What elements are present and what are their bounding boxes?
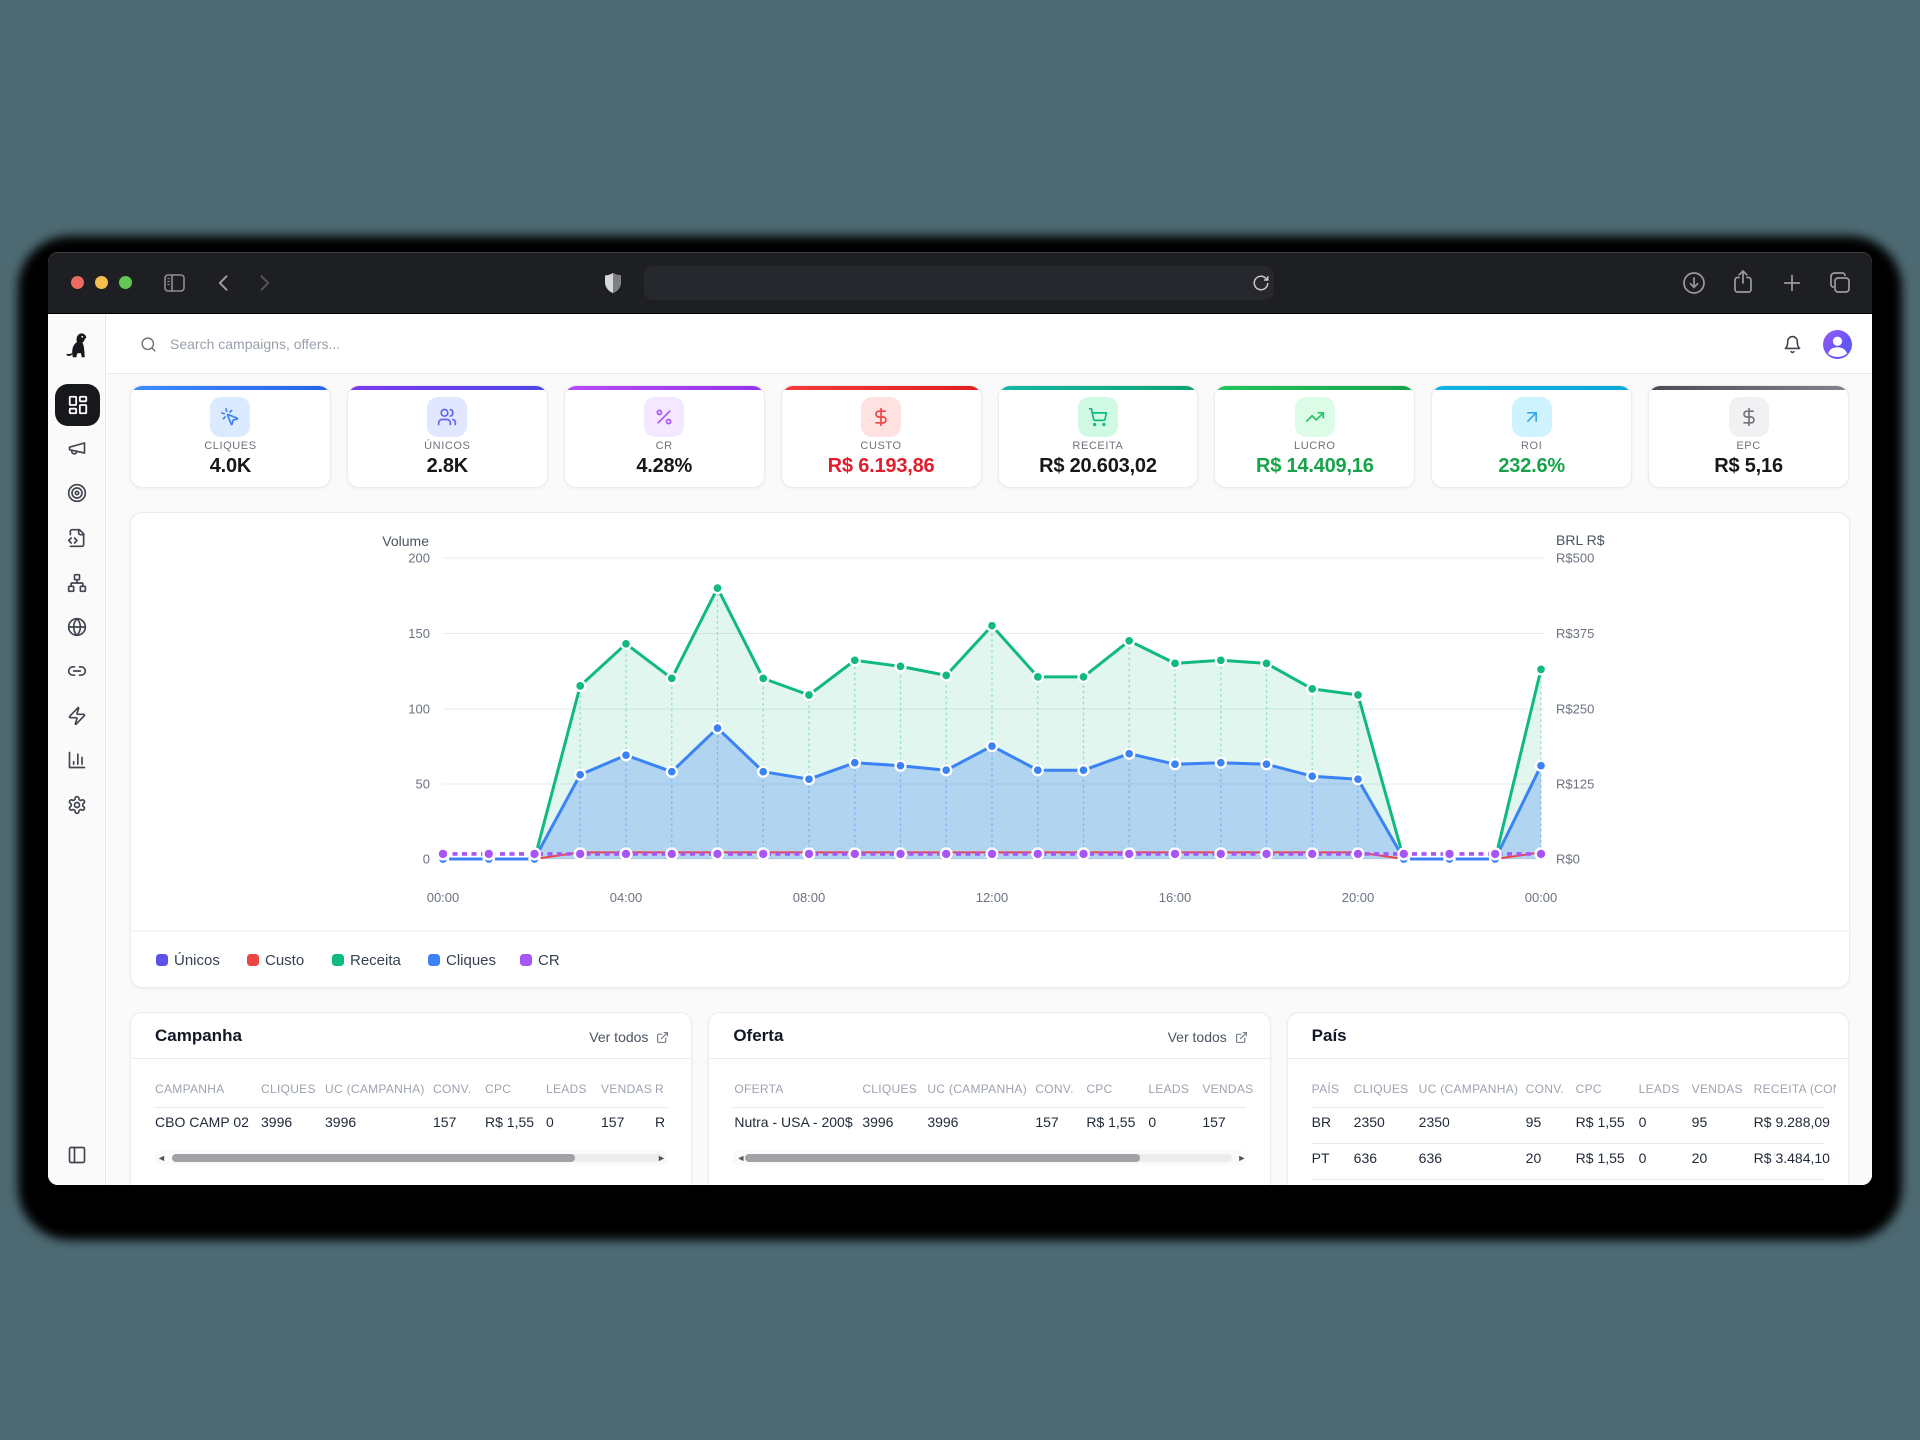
svg-text:20:00: 20:00 bbox=[1342, 890, 1375, 905]
svg-text:Únicos: Únicos bbox=[174, 952, 220, 969]
svg-text:R$125: R$125 bbox=[1556, 777, 1594, 792]
svg-text:Cliques: Cliques bbox=[446, 952, 496, 969]
svg-text:Volume: Volume bbox=[382, 533, 429, 549]
svg-text:BRL R$: BRL R$ bbox=[1556, 532, 1605, 548]
svg-text:00:00: 00:00 bbox=[427, 890, 460, 905]
svg-text:CR: CR bbox=[538, 952, 560, 969]
svg-text:12:00: 12:00 bbox=[976, 890, 1009, 905]
svg-text:Custo: Custo bbox=[265, 952, 304, 969]
svg-text:R$500: R$500 bbox=[1556, 551, 1594, 566]
svg-text:R$375: R$375 bbox=[1556, 626, 1594, 641]
svg-text:04:00: 04:00 bbox=[610, 890, 643, 905]
svg-text:100: 100 bbox=[408, 702, 430, 717]
svg-text:R$0: R$0 bbox=[1556, 852, 1580, 867]
svg-text:200: 200 bbox=[408, 551, 430, 566]
svg-text:Receita: Receita bbox=[350, 952, 402, 969]
svg-text:150: 150 bbox=[408, 626, 430, 641]
svg-text:0: 0 bbox=[423, 852, 430, 867]
svg-text:R$250: R$250 bbox=[1556, 702, 1594, 717]
svg-text:00:00: 00:00 bbox=[1525, 890, 1558, 905]
svg-text:08:00: 08:00 bbox=[793, 890, 826, 905]
svg-text:16:00: 16:00 bbox=[1159, 890, 1192, 905]
svg-text:50: 50 bbox=[416, 777, 430, 792]
